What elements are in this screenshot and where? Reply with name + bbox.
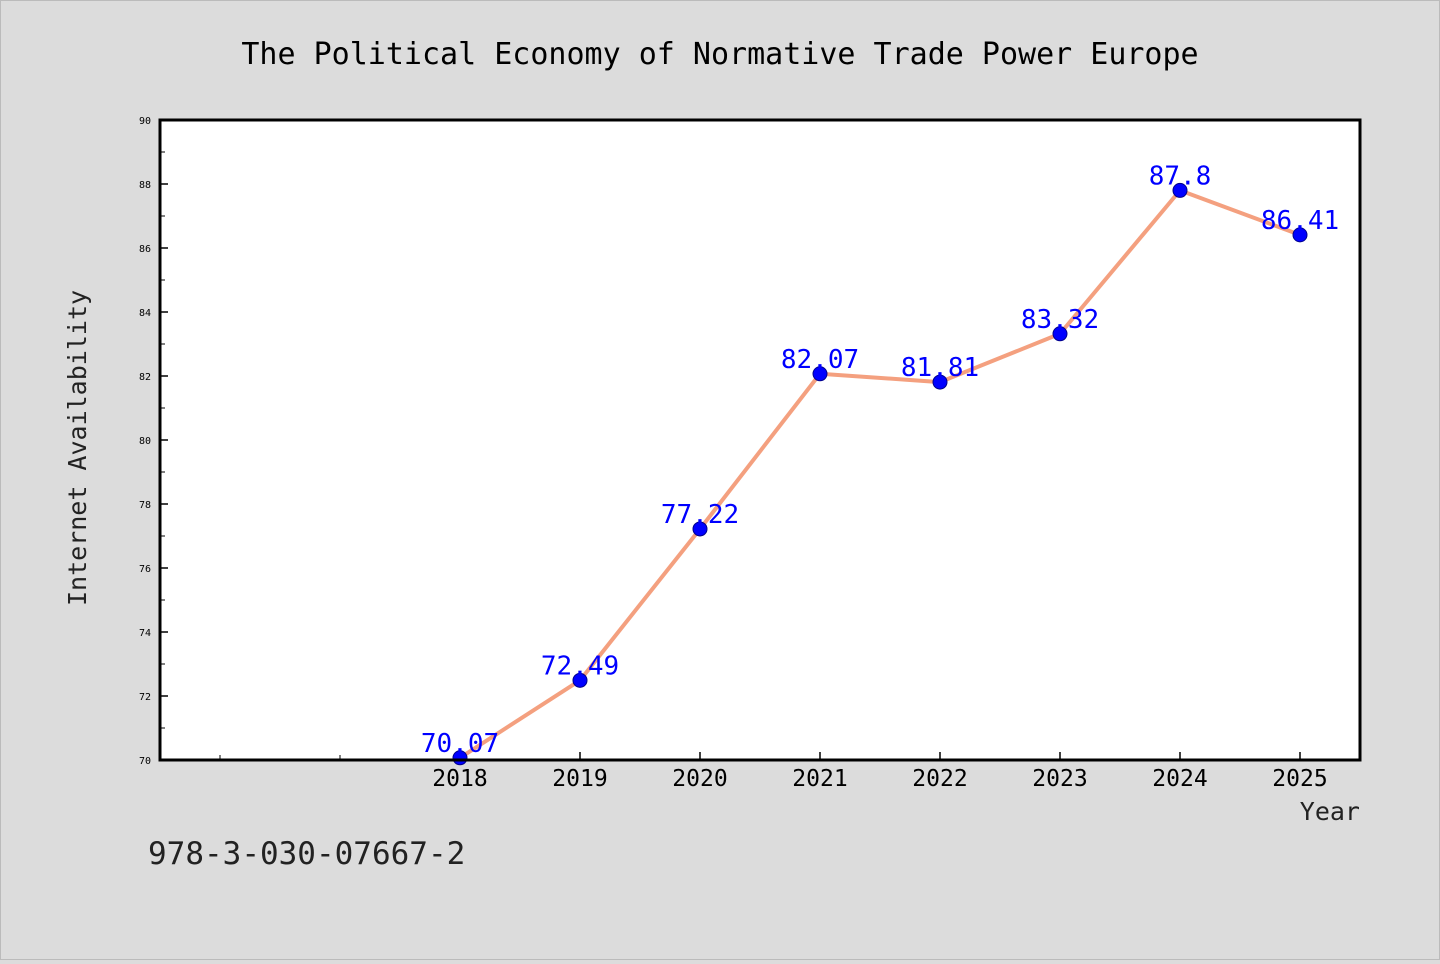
plot-frame — [158, 118, 1362, 762]
data-point — [1052, 326, 1068, 342]
data-point — [572, 672, 588, 688]
data-labels: 70.07 72.49 77.22 82.07 81.81 83.32 87.8 86.41 — [421, 161, 1339, 758]
data-label: 77.22 — [661, 500, 739, 530]
y-tick-label: 70 — [139, 756, 151, 767]
data-label: 82.07 — [781, 345, 859, 375]
y-tick-label: 76 — [139, 564, 151, 575]
x-tick-label: 2023 — [1032, 766, 1087, 792]
x-tick-label: 2020 — [672, 766, 727, 792]
data-point — [692, 521, 708, 537]
data-point — [1172, 182, 1188, 198]
data-label: 72.49 — [541, 651, 619, 681]
chart-title: The Political Economy of Normative Trade… — [241, 37, 1198, 72]
x-axis-label: Year — [1300, 797, 1360, 826]
data-label: 70.07 — [421, 729, 499, 759]
data-label: 81.81 — [901, 353, 979, 383]
x-tick-label: 2022 — [912, 766, 967, 792]
y-tick-label: 90 — [139, 116, 151, 127]
data-label: 86.41 — [1261, 206, 1339, 236]
y-tick-label: 74 — [139, 628, 151, 639]
y-tick-label: 84 — [139, 308, 151, 319]
data-label: 83.32 — [1021, 305, 1099, 335]
x-tick-label: 2025 — [1272, 766, 1327, 792]
series-layer — [452, 182, 1308, 766]
data-label: 87.8 — [1149, 161, 1212, 191]
x-tick-label: 2019 — [552, 766, 607, 792]
axis-ticks: 70 72 74 76 78 80 82 84 86 88 90 2018 2019 2020 2021 20… — [139, 116, 1328, 792]
y-tick-label: 82 — [139, 372, 151, 383]
plot-area — [160, 120, 1360, 760]
y-axis-label: Internet Availability — [63, 290, 92, 606]
x-tick-label: 2024 — [1152, 766, 1207, 792]
data-point — [812, 366, 828, 382]
y-tick-label: 88 — [139, 180, 151, 191]
series-line — [458, 188, 1302, 760]
y-tick-label: 80 — [139, 436, 151, 447]
y-tick-label: 78 — [139, 500, 151, 511]
data-point — [1292, 227, 1308, 243]
y-tick-label: 72 — [139, 692, 151, 703]
isbn-annotation: 978-3-030-07667-2 — [148, 836, 465, 872]
x-tick-label: 2018 — [432, 766, 487, 792]
y-tick-label: 86 — [139, 244, 151, 255]
x-tick-label: 2021 — [792, 766, 847, 792]
data-point — [932, 374, 948, 390]
